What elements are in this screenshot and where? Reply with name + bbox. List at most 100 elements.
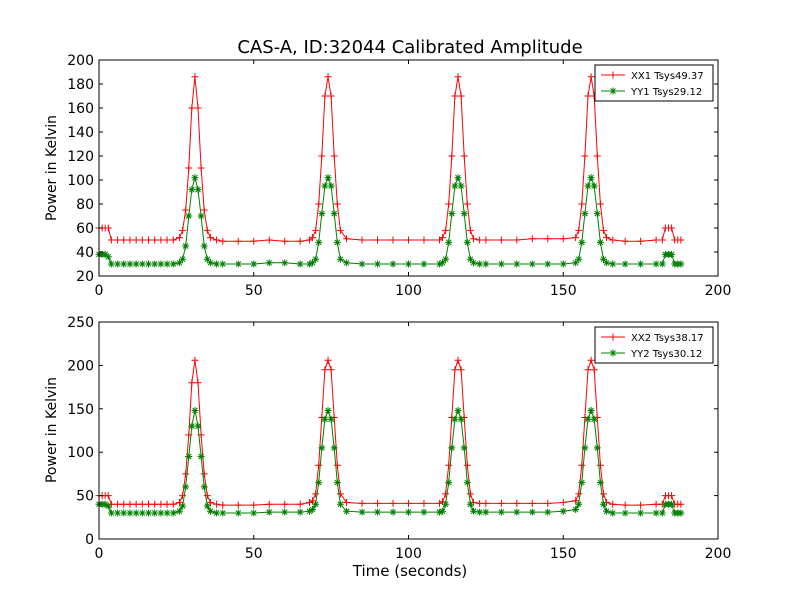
chart-title: CAS-A, ID:32044 Calibrated Amplitude [237, 37, 582, 58]
data-point [315, 461, 323, 469]
data-point [318, 444, 326, 452]
data-point [609, 236, 617, 244]
data-point [621, 501, 629, 509]
data-point [603, 259, 611, 267]
data-point [668, 492, 676, 500]
data-point [358, 260, 366, 268]
data-point [315, 238, 323, 246]
data-point [460, 413, 468, 421]
data-point [596, 461, 604, 469]
data-point [179, 492, 187, 500]
data-point [528, 499, 536, 507]
data-point [460, 444, 468, 452]
x-ticks: 0 50 100 150 200 [95, 322, 731, 562]
y-tick-label: 50 [76, 489, 94, 505]
data-point [185, 212, 193, 220]
data-point [652, 500, 660, 508]
data-point [318, 413, 326, 421]
data-point [405, 260, 412, 268]
data-point [151, 236, 159, 244]
bottom-chart: Power in Kelvin Time (seconds) 0 50 100 150… [44, 315, 731, 580]
data-point [439, 259, 447, 267]
data-point [114, 509, 122, 517]
data-point [145, 500, 153, 508]
data-point [658, 509, 666, 517]
data-point [169, 260, 177, 268]
data-point [203, 502, 211, 510]
data-point [658, 236, 666, 244]
data-point [457, 182, 465, 190]
legend: XX1 Tsys49.37 YY1 Tsys29.12 [594, 64, 714, 102]
data-point [101, 500, 109, 508]
data-point [435, 260, 443, 268]
data-point [559, 260, 567, 268]
data-point [163, 260, 171, 268]
y-tick-label: 200 [67, 358, 94, 374]
data-point [101, 250, 109, 258]
data-point [442, 490, 450, 498]
data-point [114, 236, 122, 244]
data-point [145, 236, 153, 244]
data-point [596, 479, 604, 487]
legend-label: XX2 Tsys38.17 [631, 333, 704, 344]
data-point [132, 260, 140, 268]
data-point [572, 497, 580, 505]
data-point [593, 444, 601, 452]
data-point [138, 236, 146, 244]
data-point [126, 260, 134, 268]
data-point [599, 226, 607, 234]
data-point [104, 502, 112, 510]
data-point [621, 260, 629, 268]
data-point [621, 237, 629, 245]
x-tick-label: 200 [705, 283, 732, 299]
data-point [457, 366, 465, 374]
y-tick-label: 200 [67, 53, 94, 69]
legend-label: XX1 Tsys49.37 [631, 71, 704, 82]
data-point [265, 259, 273, 267]
data-point [169, 509, 177, 517]
data-point [175, 234, 183, 242]
data-point [466, 255, 474, 263]
data-point [157, 236, 165, 244]
data-point [107, 500, 115, 508]
data-point [466, 226, 474, 234]
legend: XX2 Tsys38.17 YY2 Tsys30.12 [594, 326, 714, 364]
data-point [584, 366, 592, 374]
data-point [435, 499, 443, 507]
data-point [120, 509, 128, 517]
data-point [445, 200, 453, 208]
data-point [169, 500, 177, 508]
data-point [138, 509, 146, 517]
data-point [358, 508, 366, 516]
data-point [151, 500, 159, 508]
data-point [197, 212, 205, 220]
data-point [126, 236, 134, 244]
data-point [442, 255, 450, 263]
data-point [466, 500, 474, 508]
data-point [250, 260, 258, 268]
y-ticks: 0 50 100 150 200 250 [67, 315, 718, 548]
data-point [451, 92, 459, 100]
data-point [309, 505, 317, 513]
data-point [200, 470, 208, 478]
data-point [333, 238, 341, 246]
data-point [420, 508, 428, 516]
data-point [191, 73, 199, 81]
data-point [581, 210, 589, 218]
legend-marker [609, 333, 617, 341]
data-point [305, 499, 313, 507]
data-point [194, 186, 202, 194]
series-1 [95, 407, 685, 517]
data-point [321, 366, 329, 374]
data-point [599, 490, 607, 498]
data-point [593, 210, 601, 218]
data-point [637, 509, 645, 517]
data-point [460, 152, 468, 160]
data-point [120, 500, 128, 508]
data-point [250, 237, 258, 245]
data-point [405, 236, 412, 244]
data-point [497, 508, 505, 516]
data-point [466, 490, 474, 498]
data-point [559, 507, 567, 515]
data-point [213, 236, 221, 244]
